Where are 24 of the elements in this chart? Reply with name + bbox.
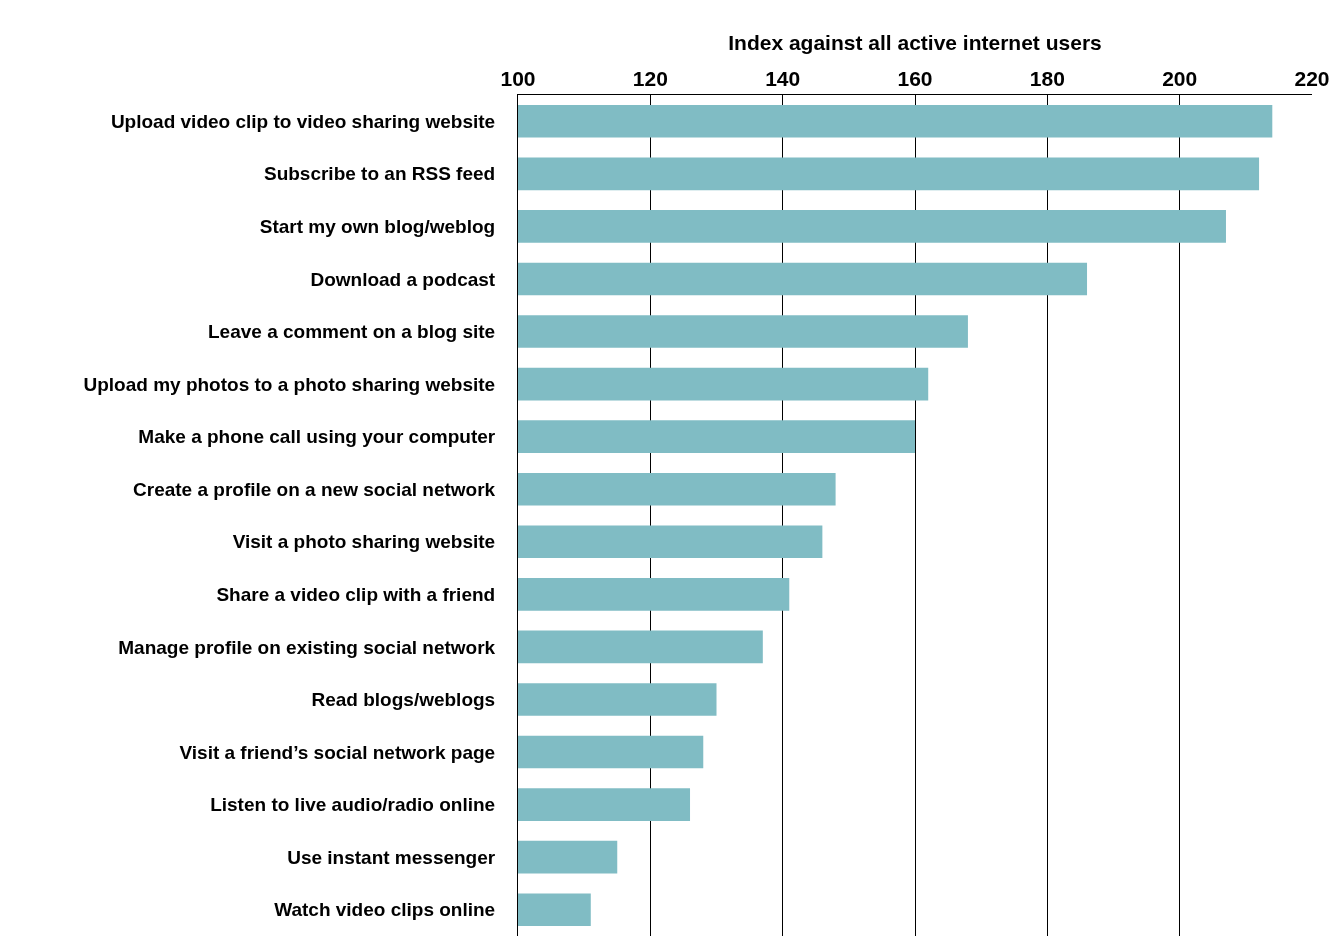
- y-tick-label: Manage profile on existing social network: [118, 636, 496, 658]
- x-tick-label: 140: [765, 66, 801, 90]
- y-tick-label: Subscribe to an RSS feed: [263, 163, 496, 185]
- x-tick-label: 220: [1294, 66, 1330, 90]
- x-tick-label: 100: [500, 66, 536, 90]
- y-tick-label: Listen to live audio/radio online: [210, 794, 496, 816]
- x-tick-label: 160: [897, 66, 933, 90]
- y-tick-label: Read blogs/weblogs: [311, 689, 496, 711]
- y-tick-label: Start my own blog/weblog: [259, 216, 496, 238]
- y-tick-label: Visit a photo sharing website: [232, 531, 496, 553]
- y-tick-label: Watch video clips online: [274, 899, 496, 921]
- y-tick-label: Create a profile on a new social network: [133, 478, 496, 500]
- x-tick-label: 200: [1162, 66, 1198, 90]
- y-tick-label: Visit a friend’s social network page: [179, 741, 496, 763]
- x-axis-title: Index against all active internet users: [728, 30, 1102, 54]
- y-tick-label: Make a phone call using your computer: [138, 426, 496, 448]
- y-tick-label: Download a podcast: [310, 268, 496, 290]
- y-tick-label: Leave a comment on a blog site: [208, 321, 496, 343]
- y-tick-label: Upload video clip to video sharing website: [110, 110, 496, 132]
- y-tick-label: Share a video clip with a friend: [216, 583, 496, 605]
- x-tick-label: 180: [1029, 66, 1065, 90]
- y-tick-label: Upload my photos to a photo sharing website: [83, 373, 496, 395]
- x-tick-label: 120: [632, 66, 668, 90]
- y-tick-label: Use instant messenger: [287, 846, 496, 868]
